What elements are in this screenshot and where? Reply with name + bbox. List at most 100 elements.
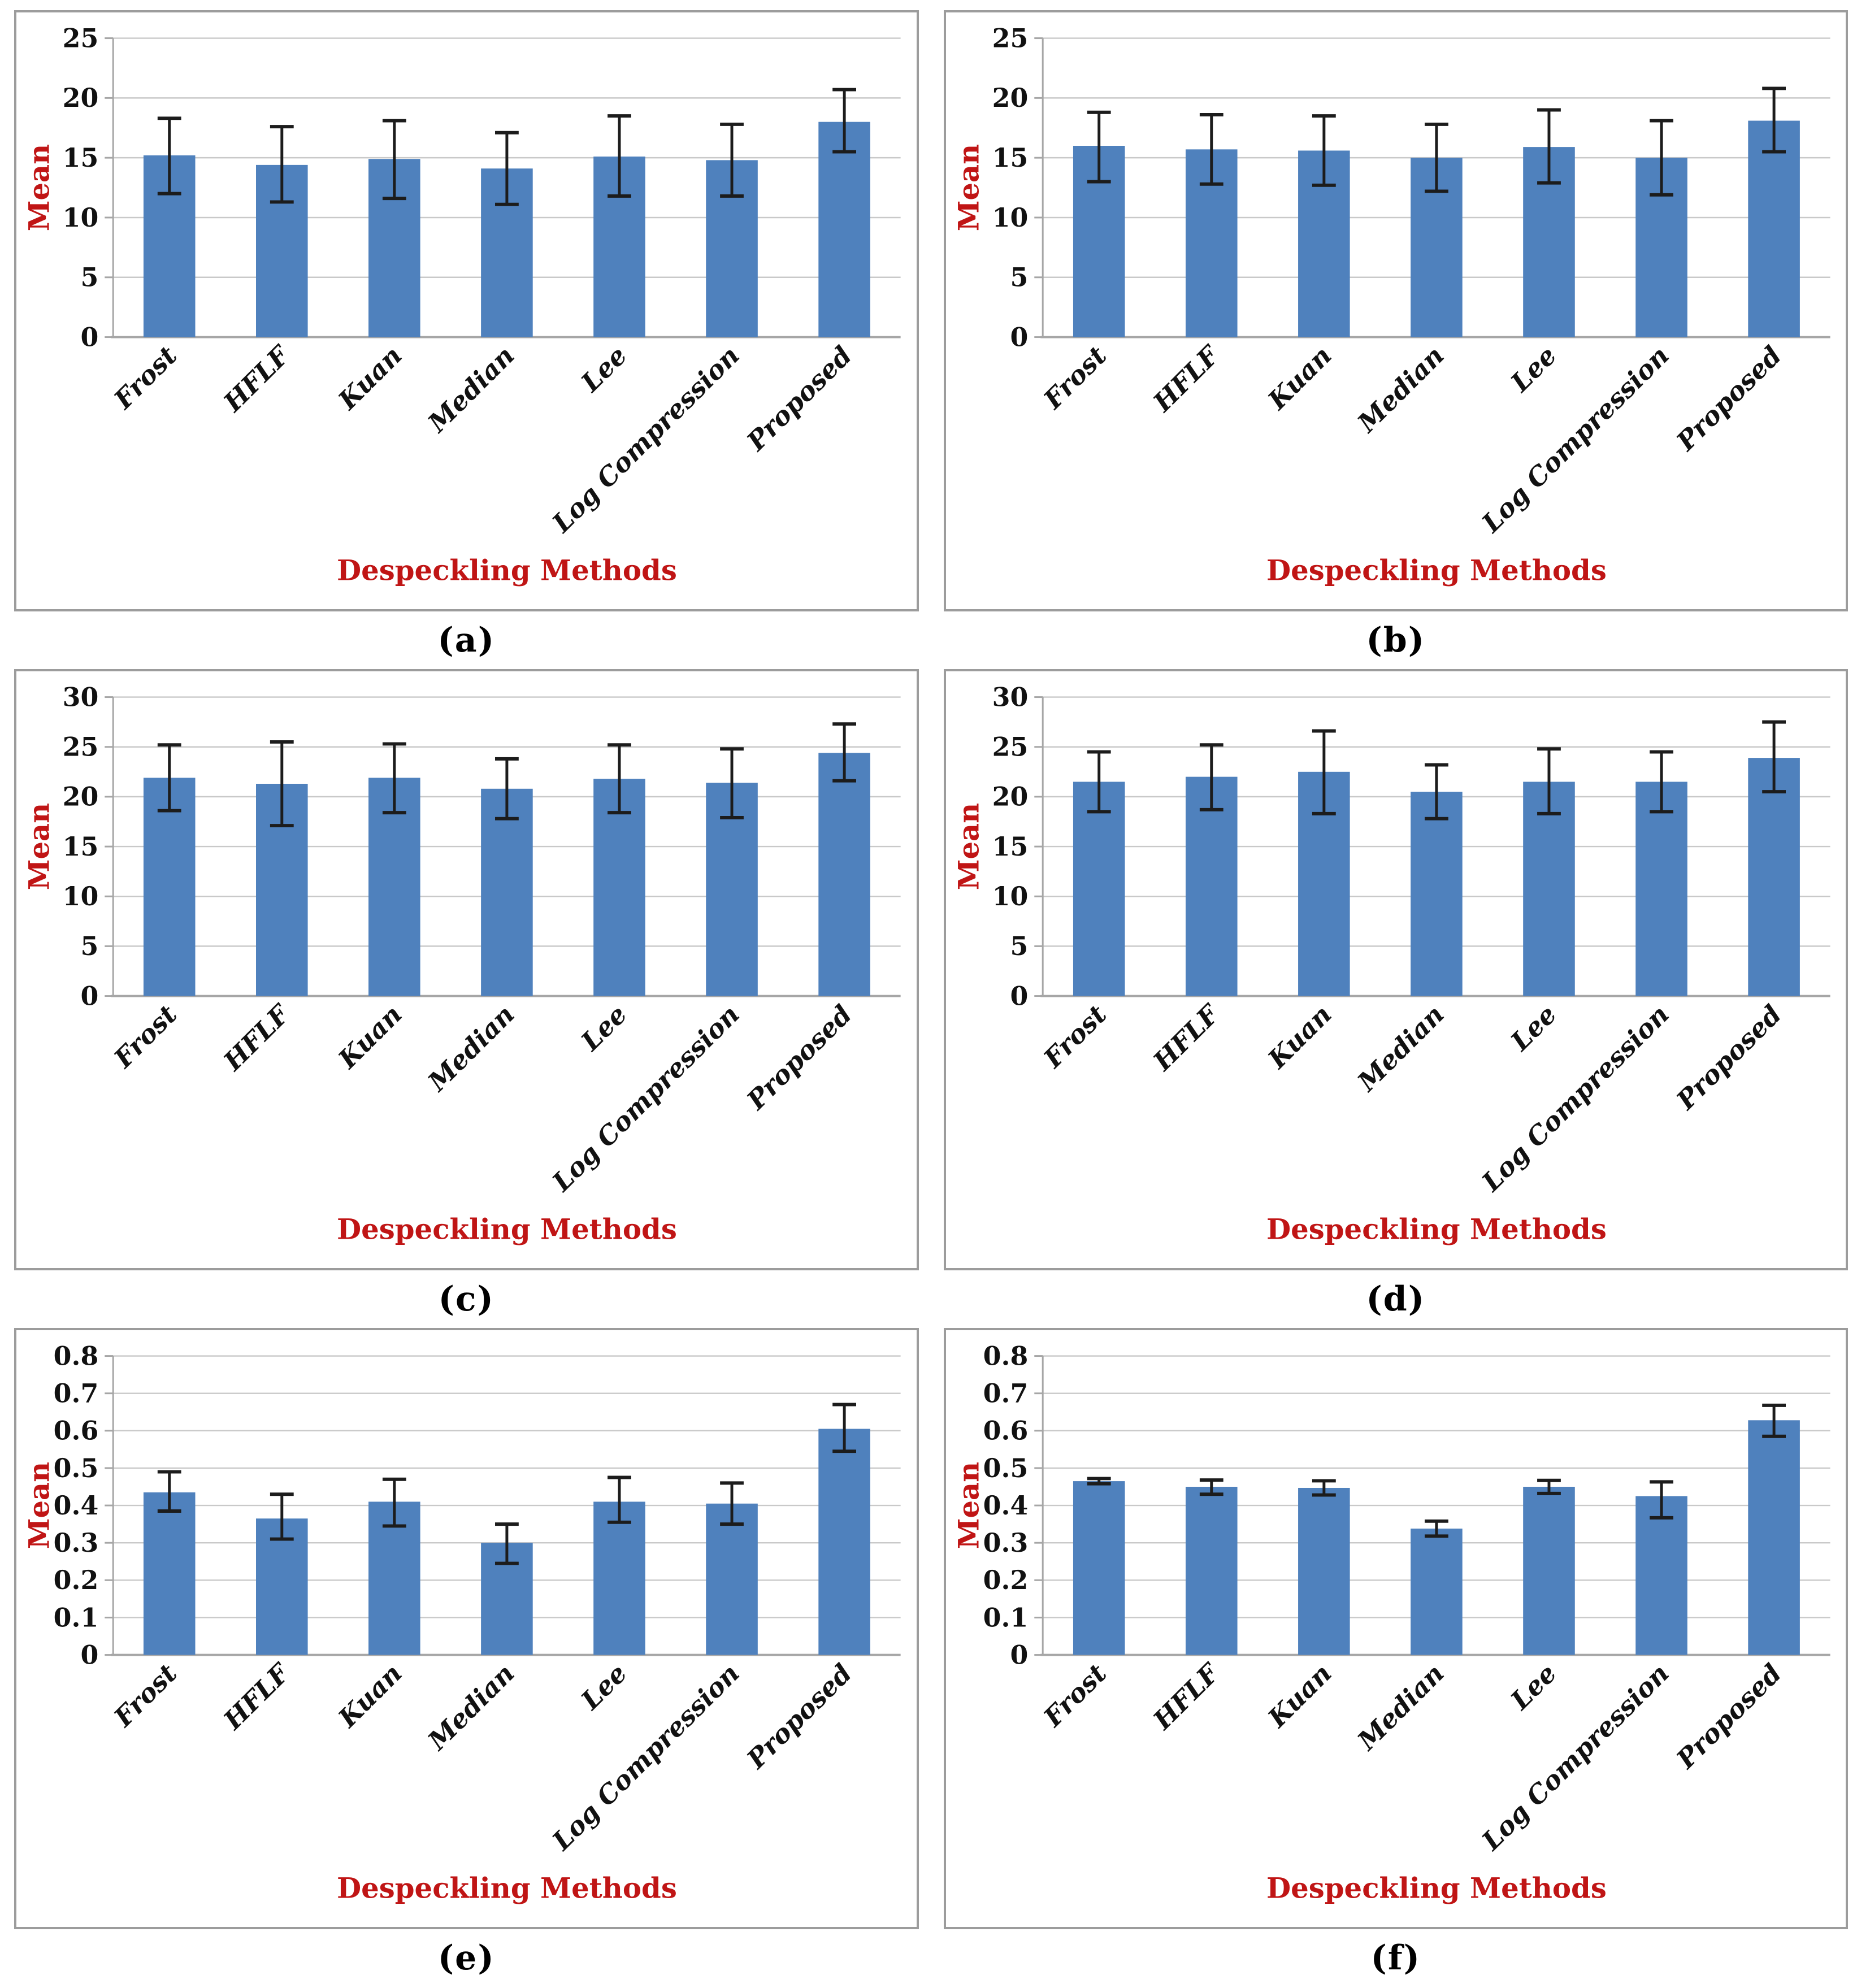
category-label: HFLF <box>217 997 297 1077</box>
category-label: Log Compression <box>1475 999 1675 1198</box>
category-label: Proposed <box>740 999 858 1116</box>
category-label: Kuan <box>331 340 407 416</box>
y-tick-label: 30 <box>992 682 1028 713</box>
y-tick-label: 20 <box>63 83 99 113</box>
category-label: HFLF <box>1146 997 1226 1077</box>
y-tick-label: 0.3 <box>54 1527 99 1558</box>
y-tick-label: 0 <box>1010 981 1028 1012</box>
bar <box>593 1501 645 1655</box>
y-tick-label: 25 <box>992 23 1028 54</box>
category-label: Frost <box>107 999 183 1074</box>
y-tick-label: 0.7 <box>983 1378 1028 1409</box>
y-tick-label: 0.5 <box>54 1453 99 1483</box>
bar <box>1747 758 1800 996</box>
y-tick-label: 5 <box>80 931 98 961</box>
x-axis-title: Despeckling Methods <box>1266 554 1606 587</box>
category-label: Frost <box>1036 340 1112 415</box>
y-tick-label: 0.8 <box>983 1341 1028 1371</box>
category-label: Median <box>421 340 520 439</box>
x-axis-title: Despeckling Methods <box>337 554 677 587</box>
category-label: Log Compression <box>1475 340 1675 539</box>
y-tick-label: 0.6 <box>54 1416 99 1446</box>
bar <box>1410 792 1463 996</box>
category-label: Kuan <box>331 1658 407 1734</box>
y-axis-title: Mean <box>23 803 56 890</box>
figure-cell-b: 0 5 10 15 20 25 Frost HFLF Kuan Median Lee Log Comp… <box>943 10 1848 669</box>
bar <box>1185 776 1238 996</box>
y-tick-label: 0 <box>80 1640 98 1670</box>
bar <box>143 1492 196 1655</box>
y-axis-title: Mean <box>23 1462 56 1549</box>
y-tick-label: 10 <box>63 881 99 911</box>
bar <box>1298 1487 1350 1655</box>
y-tick-label: 0.6 <box>983 1416 1028 1446</box>
y-tick-label: 0 <box>1010 1640 1028 1670</box>
category-label: Lee <box>574 999 633 1057</box>
y-tick-label: 0.2 <box>983 1565 1028 1595</box>
y-axis-title: Mean <box>952 1462 985 1549</box>
y-tick-label: 5 <box>80 262 98 293</box>
chart-panel-b: 0 5 10 15 20 25 Frost HFLF Kuan Median Lee Log Comp… <box>943 10 1848 611</box>
chart-panel-f: 0 0.1 0.2 0.3 0.4 0.5 0.6 0.7 0.8 Frost HFLF Kuan Me… <box>943 1328 1848 1929</box>
bar <box>818 753 870 996</box>
y-tick-label: 0.3 <box>983 1527 1028 1558</box>
y-axis-title: Mean <box>952 803 985 890</box>
bar <box>1410 1529 1463 1655</box>
bar <box>1073 782 1125 996</box>
figure-caption-b: (b) <box>1366 620 1426 660</box>
category-label: Log Compression <box>1475 1658 1675 1857</box>
category-label: Log Compression <box>545 1658 745 1857</box>
category-label: Kuan <box>1261 340 1337 416</box>
category-label: Lee <box>1504 999 1563 1057</box>
figure-caption-f: (f) <box>1370 1938 1421 1978</box>
category-label: HFLF <box>217 1656 297 1736</box>
category-label: Proposed <box>740 340 858 457</box>
category-label: Proposed <box>740 1658 858 1775</box>
chart-panel-a: 0 5 10 15 20 25 Frost HFLF Kuan Median Lee Log Comp… <box>14 10 919 611</box>
category-label: Frost <box>1036 1658 1112 1733</box>
y-tick-label: 10 <box>992 881 1028 911</box>
y-tick-label: 0 <box>80 322 98 353</box>
figure-cell-c: 0 5 10 15 20 25 30 Frost HFLF Kuan Median Lee Log Co… <box>14 669 919 1328</box>
y-tick-label: 20 <box>63 782 99 812</box>
category-label: Frost <box>107 1658 183 1733</box>
chart-panel-d: 0 5 10 15 20 25 30 Frost HFLF Kuan Median Lee Log Co… <box>943 669 1848 1270</box>
y-axis-title: Mean <box>23 144 56 231</box>
y-tick-label: 20 <box>992 782 1028 812</box>
category-label: Kuan <box>1261 1658 1337 1734</box>
y-tick-label: 0.7 <box>54 1378 99 1409</box>
bar <box>1522 782 1575 996</box>
y-tick-label: 0.5 <box>983 1453 1028 1483</box>
x-axis-title: Despeckling Methods <box>337 1872 677 1905</box>
x-axis-title: Despeckling Methods <box>1266 1872 1606 1905</box>
y-tick-label: 0.1 <box>983 1602 1028 1633</box>
category-label: Log Compression <box>545 340 745 539</box>
y-tick-label: 5 <box>1010 931 1028 961</box>
category-label: HFLF <box>1146 1656 1226 1736</box>
bar <box>818 1429 870 1655</box>
category-label: Lee <box>1504 1658 1563 1716</box>
category-label: Median <box>421 999 520 1098</box>
y-tick-label: 25 <box>63 23 99 54</box>
bar <box>1635 782 1687 996</box>
category-label: Kuan <box>1261 999 1337 1075</box>
y-tick-label: 30 <box>63 682 99 713</box>
y-tick-label: 0.2 <box>54 1565 99 1595</box>
category-label: Median <box>1351 999 1450 1098</box>
y-tick-label: 0.4 <box>54 1490 99 1521</box>
bar <box>1635 1496 1687 1655</box>
y-tick-label: 15 <box>992 142 1028 173</box>
category-label: HFLF <box>217 338 297 418</box>
figure-caption-c: (c) <box>438 1279 494 1319</box>
y-tick-label: 0.8 <box>54 1341 99 1371</box>
bar <box>593 779 645 996</box>
x-axis-title: Despeckling Methods <box>337 1213 677 1246</box>
category-label: Log Compression <box>545 999 745 1198</box>
bar <box>256 1518 308 1655</box>
y-tick-label: 0 <box>80 981 98 1012</box>
